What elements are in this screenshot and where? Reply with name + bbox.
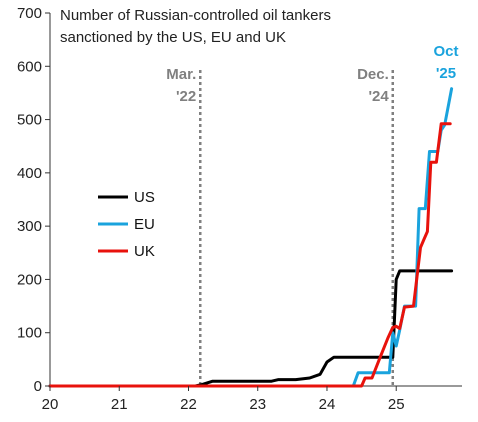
series-line-us — [48, 269, 454, 388]
x-tick-label: 25 — [388, 396, 405, 413]
chart-title-line-2: sanctioned by the US, EU and UK — [60, 29, 286, 46]
y-tick-label: 400 — [17, 165, 42, 182]
y-tick-label: 100 — [17, 325, 42, 342]
x-tick-label: 20 — [42, 396, 59, 413]
y-tick-label: 700 — [17, 5, 42, 22]
y-tick-label: 300 — [17, 218, 42, 235]
legend: US EU UK — [98, 189, 155, 260]
y-tick-label: 500 — [17, 112, 42, 129]
y-tick-label: 600 — [17, 58, 42, 75]
endpoint-annotation-label: Oct — [433, 43, 458, 60]
reference-line-label: '24 — [368, 88, 389, 105]
legend-label-eu: EU — [134, 216, 155, 233]
reference-line-label: Mar. — [166, 66, 196, 83]
y-tick-labels: 0 100 200 300 400 500 600 700 — [17, 5, 50, 395]
legend-label-us: US — [134, 189, 155, 206]
series-lines — [48, 87, 454, 388]
x-tick-label: 21 — [111, 396, 128, 413]
x-tick-label: 22 — [180, 396, 197, 413]
endpoint-annotation: Oct '25 — [433, 43, 458, 82]
y-tick-label: 0 — [34, 378, 42, 395]
legend-label-uk: UK — [134, 243, 155, 260]
reference-lines: Mar. '22 Dec. '24 — [166, 66, 395, 386]
reference-line-label: Dec. — [357, 66, 389, 83]
reference-line-label: '22 — [176, 88, 196, 105]
x-tick-label: 24 — [319, 396, 336, 413]
series-line-eu — [48, 87, 454, 388]
endpoint-annotation-label: '25 — [436, 65, 456, 82]
y-tick-label: 200 — [17, 271, 42, 288]
x-tick-label: 23 — [249, 396, 266, 413]
series-line-uk — [48, 122, 452, 388]
chart-title-line-1: Number of Russian-controlled oil tankers — [60, 7, 331, 24]
x-tick-labels: 20 21 22 23 24 25 — [42, 386, 405, 413]
